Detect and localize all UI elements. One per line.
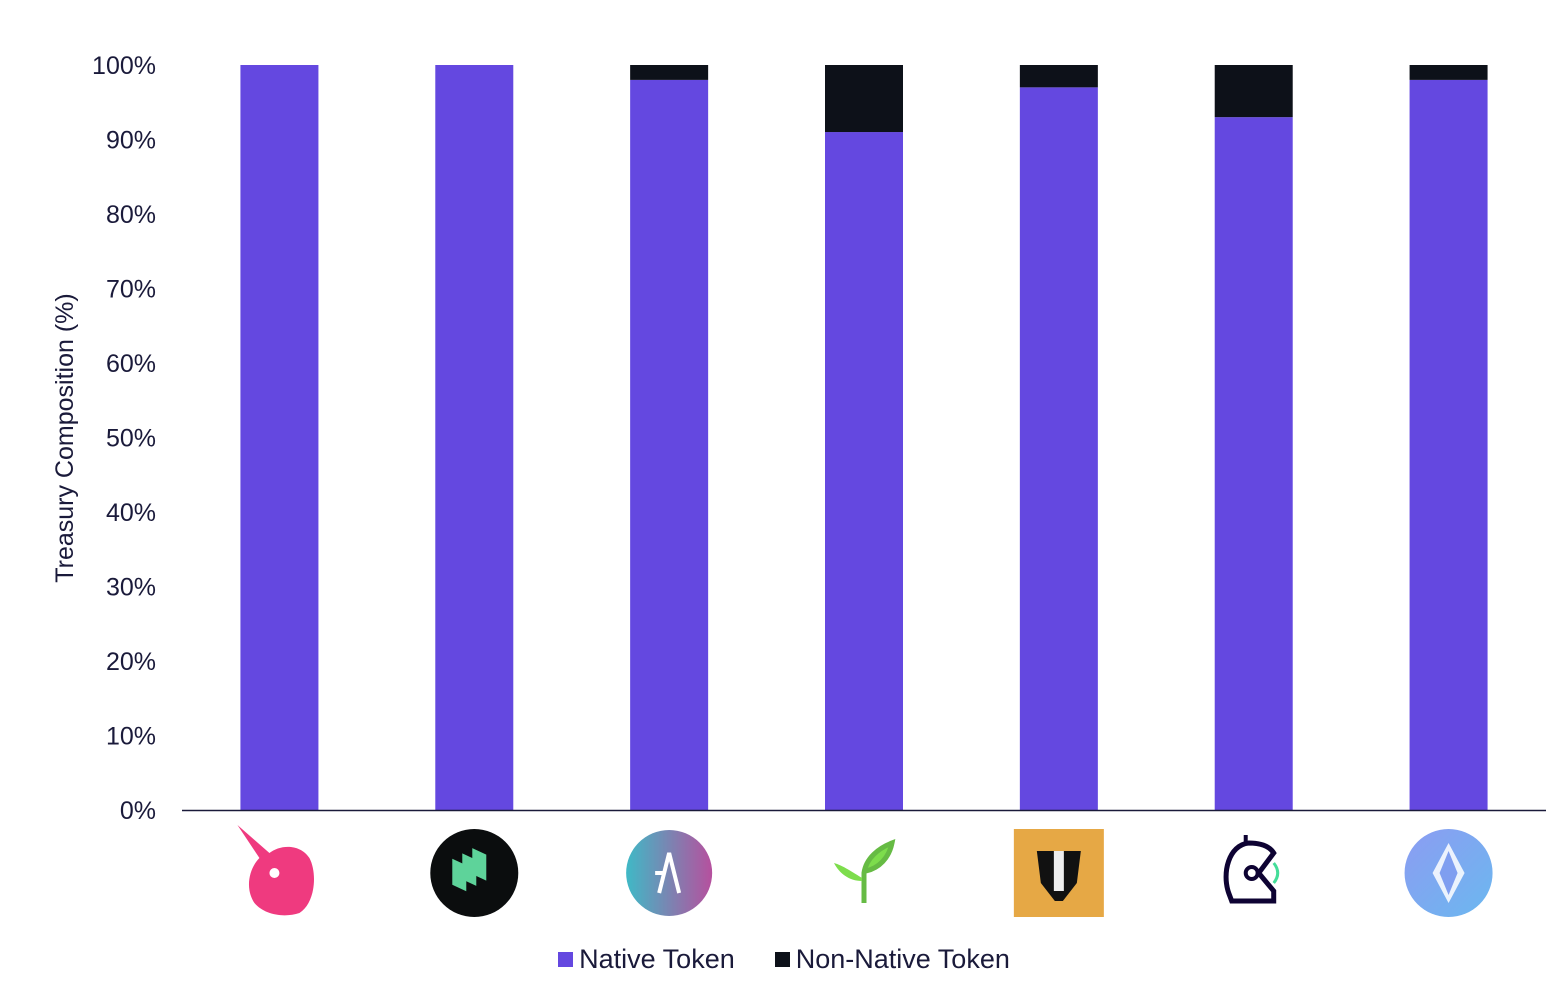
bar-native-aave-logo (630, 79, 709, 810)
bar-native-gitcoin-logo (1214, 117, 1293, 810)
legend-item-non-native: Non-Native Token (774, 944, 1010, 975)
legend-swatch-native (558, 952, 574, 967)
y-tick-label: 100% (92, 52, 156, 80)
bars (240, 65, 1488, 811)
uniswap-logo-icon (237, 825, 314, 916)
y-tick-label: 60% (106, 350, 156, 378)
gitcoin-logo-icon (1223, 835, 1280, 904)
bar-native-uniswap-logo (240, 65, 319, 810)
y-axis-label: Treasury Composition (%) (51, 293, 79, 582)
y-tick-label: 30% (106, 574, 156, 602)
aave-logo-icon (626, 830, 713, 916)
bar-native-ens-logo (1409, 79, 1488, 810)
bar-non-native-gitcoin-logo (1214, 65, 1293, 118)
y-tick-label: 90% (106, 127, 156, 155)
bar-native-badger-logo (1019, 87, 1098, 811)
bar-native-sprout-logo (825, 132, 903, 811)
y-tick-label: 50% (106, 425, 156, 453)
y-axis-ticks: 0% 10% 20% 30% 40% 50% 60% 70% 80% 90% 100% (92, 52, 156, 825)
ens-logo-icon (1404, 829, 1493, 917)
y-tick-label: 70% (106, 276, 156, 304)
y-tick-label: 20% (106, 648, 156, 676)
compound-logo-icon (430, 829, 519, 917)
legend: Native Token Non-Native Token (0, 944, 1568, 975)
legend-swatch-non-native (774, 952, 790, 967)
y-tick-label: 0% (120, 797, 156, 825)
y-tick-label: 80% (106, 201, 156, 229)
y-tick-label: 10% (106, 723, 156, 751)
legend-item-native: Native Token (558, 944, 735, 975)
bar-non-native-sprout-logo (825, 65, 903, 133)
y-tick-label: 40% (106, 499, 156, 527)
bar-native-compound-logo (435, 65, 514, 810)
bar-non-native-ens-logo (1409, 65, 1488, 80)
sprout-logo-icon (834, 839, 896, 903)
badger-logo-icon (1013, 829, 1104, 917)
bar-non-native-badger-logo (1019, 65, 1098, 88)
legend-label-non-native: Non-Native Token (795, 944, 1010, 974)
legend-label-native: Native Token (579, 944, 735, 974)
category-logos (237, 825, 1493, 917)
bar-non-native-aave-logo (630, 65, 709, 80)
